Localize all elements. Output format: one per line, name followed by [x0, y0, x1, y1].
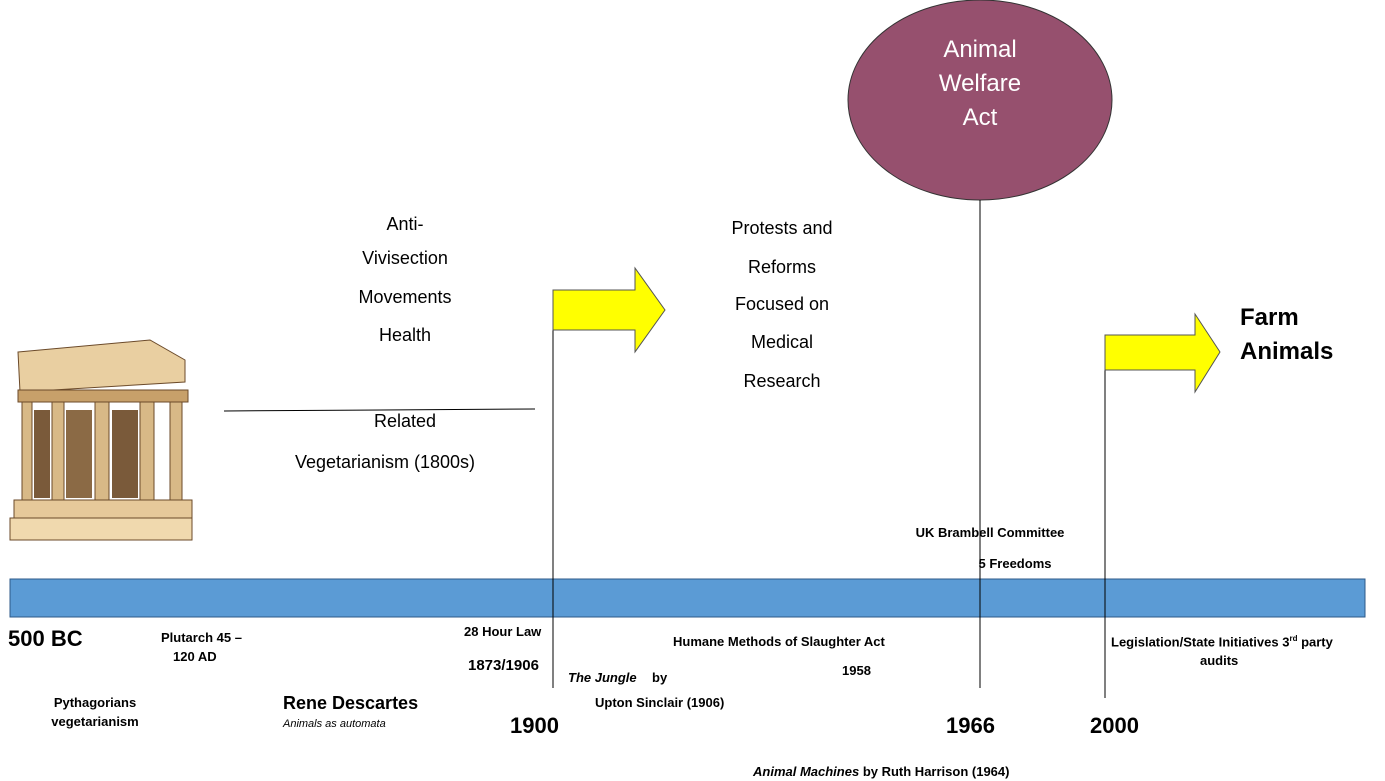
label: 500 BC — [8, 628, 83, 650]
label: Research — [743, 372, 820, 390]
year-label: 2000 — [1090, 715, 1139, 737]
label: Health — [379, 326, 431, 344]
temple-icon — [10, 340, 192, 540]
label: Pythagorians — [54, 696, 136, 709]
label: Animals as automata — [283, 719, 386, 730]
label: party — [1297, 634, 1332, 649]
ellipse-text: Animal — [943, 38, 1016, 62]
label: Movements — [358, 288, 451, 306]
label: Animal Machines — [753, 764, 859, 779]
label: Medical — [751, 333, 813, 351]
label: Farm — [1240, 306, 1299, 330]
label: Legislation/State Initiatives 3 — [1111, 634, 1289, 649]
label: Humane Methods of Slaughter Act — [673, 635, 885, 648]
label: 1958 — [842, 664, 871, 677]
ellipse — [848, 0, 1112, 200]
label: The Jungle — [568, 671, 637, 684]
year-label: 1966 — [946, 715, 995, 737]
label: by Ruth Harrison (1964) — [859, 764, 1009, 779]
page: Animal Welfare Act Anti- Vivisection Mov… — [0, 0, 1385, 781]
label: Animal Machines by Ruth Harrison (1964) — [753, 765, 1009, 778]
label: Vegetarianism (1800s) — [295, 453, 475, 471]
label: vegetarianism — [51, 715, 138, 728]
label: Anti- — [386, 215, 423, 233]
ellipse-text: Act — [963, 106, 998, 130]
label: 28 Hour Law — [464, 625, 541, 638]
timeline-bar — [10, 579, 1365, 617]
label: by — [652, 671, 667, 684]
ellipse-text: Welfare — [939, 72, 1021, 96]
label: 1873/1906 — [468, 658, 539, 673]
label: Animals — [1240, 340, 1333, 364]
arrow — [553, 268, 665, 352]
label: Legislation/State Initiatives 3rd party — [1111, 635, 1333, 648]
label: 120 AD — [173, 650, 217, 663]
label: Plutarch 45 – — [161, 631, 242, 644]
label: Related — [374, 412, 436, 430]
label: 5 Freedoms — [979, 557, 1052, 570]
label: Focused on — [735, 295, 829, 313]
label: Upton Sinclair (1906) — [595, 696, 724, 709]
label: Reforms — [748, 258, 816, 276]
label: UK Brambell Committee — [916, 526, 1065, 539]
label: Vivisection — [362, 249, 448, 267]
arrow — [1105, 314, 1220, 392]
label: audits — [1200, 654, 1238, 667]
label: Rene Descartes — [283, 694, 418, 712]
label: Protests and — [731, 219, 832, 237]
year-label: 1900 — [510, 715, 559, 737]
